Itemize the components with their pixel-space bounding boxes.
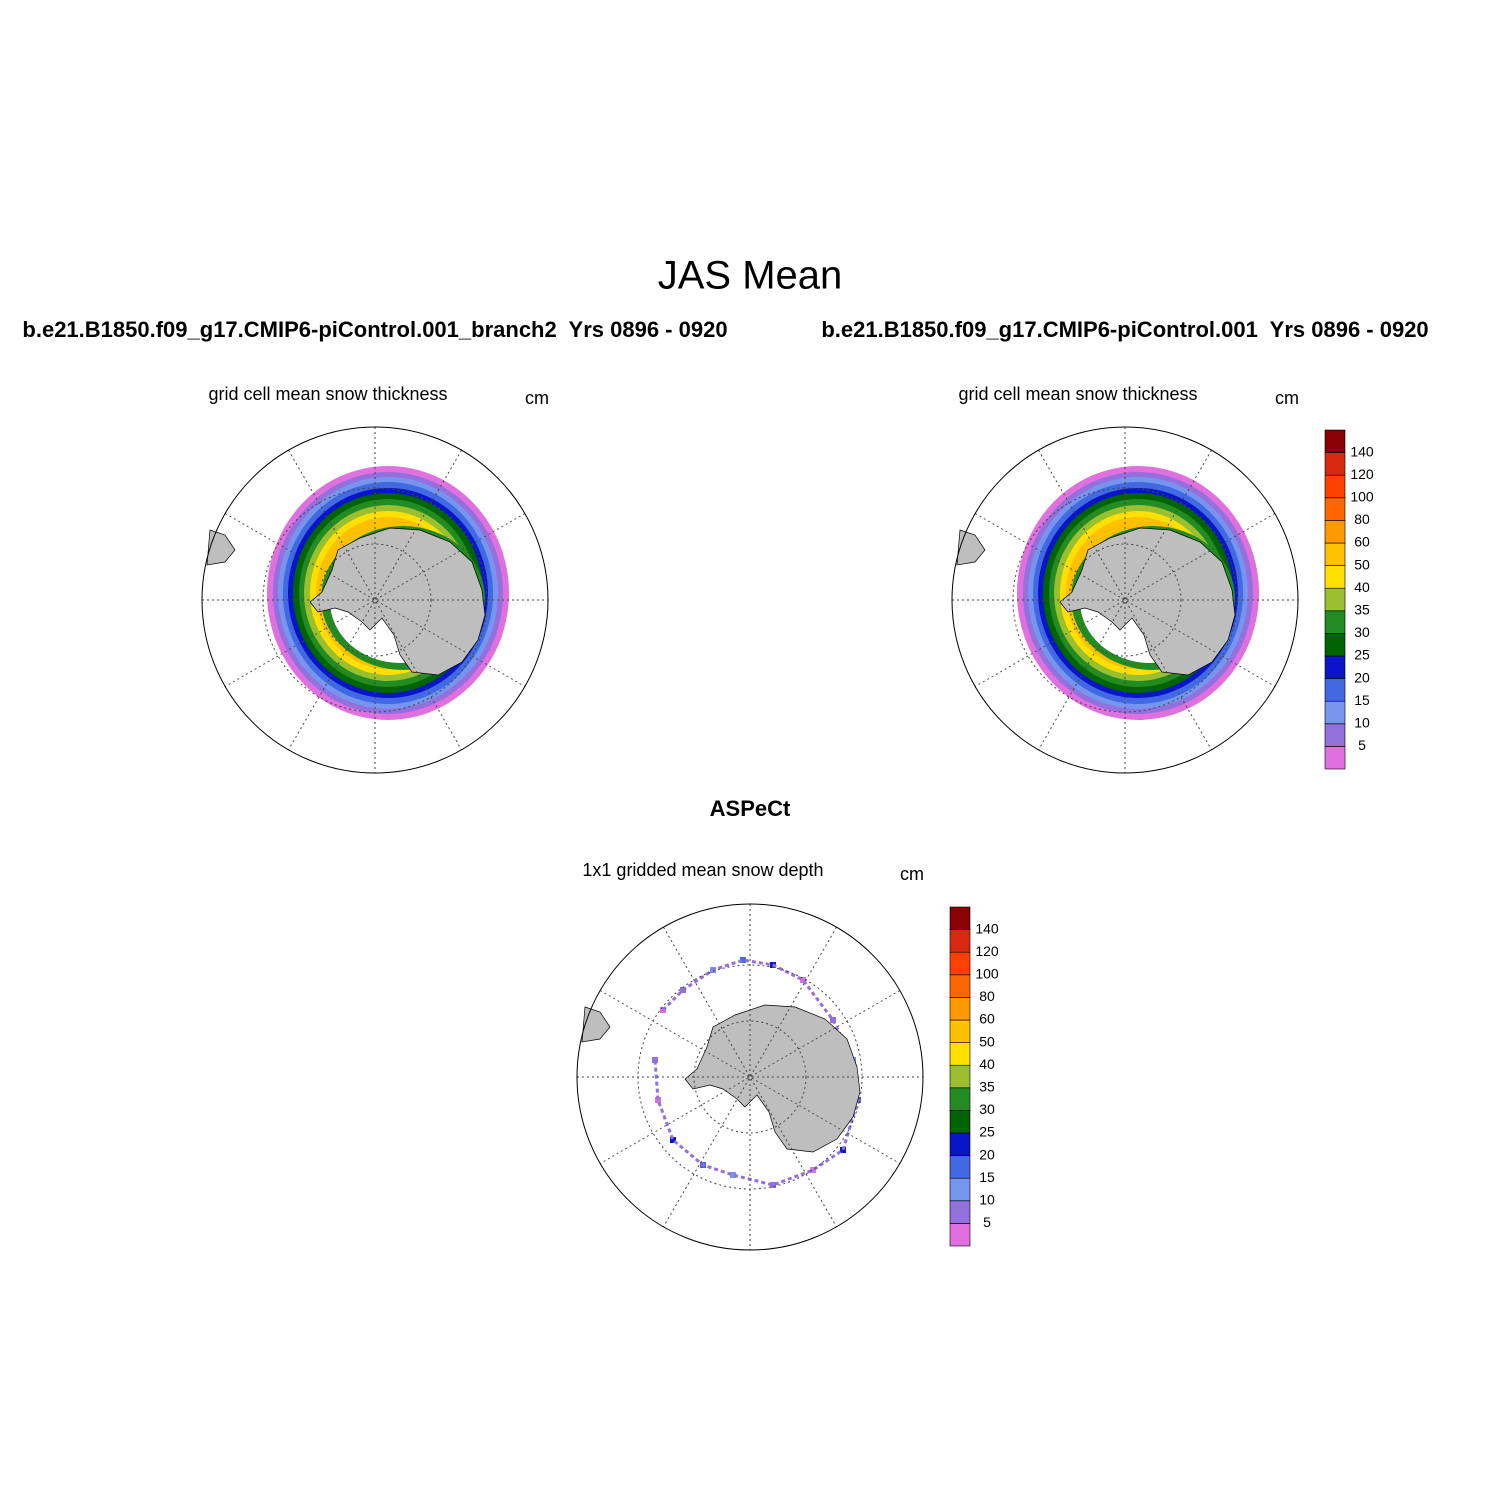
colorbar-box — [949, 1223, 971, 1247]
colorbar-box — [949, 974, 971, 998]
panel-units: cm — [1275, 388, 1299, 408]
map-border — [576, 903, 924, 1251]
panel-case: b.e21.B1850.f09_g17.CMIP6-piControl.001 … — [821, 317, 1428, 342]
colorbar-label: 25 — [1354, 647, 1370, 663]
antarctica — [309, 527, 486, 676]
panel-subtitle: grid cell mean snow thickness — [958, 384, 1197, 404]
colorbar-label: 140 — [1350, 443, 1374, 459]
panel-case: b.e21.B1850.f09_g17.CMIP6-piControl.001_… — [22, 317, 727, 342]
panel-units: cm — [900, 864, 924, 884]
colorbar-label: 20 — [979, 1146, 995, 1162]
polar-map — [951, 426, 1299, 774]
colorbar-box — [949, 929, 971, 953]
colorbar-box — [949, 1042, 971, 1066]
colorbar-box — [1324, 520, 1346, 544]
track-cell — [740, 957, 746, 963]
colorbar-box — [1324, 587, 1346, 612]
south-america — [956, 529, 986, 566]
colorbar-label: 100 — [975, 966, 999, 982]
colorbar-label: 120 — [975, 943, 999, 959]
colorbar-box — [1324, 723, 1346, 747]
colorbar-label: 15 — [979, 1169, 995, 1185]
colorbar-box — [949, 906, 971, 930]
antarctica — [1059, 527, 1236, 676]
colorbar-label: 15 — [1354, 692, 1370, 708]
colorbar-label: 10 — [979, 1192, 995, 1208]
colorbar-box — [949, 1110, 971, 1134]
track-cell — [840, 1147, 846, 1153]
colorbar-box — [1324, 746, 1346, 770]
track-cell — [770, 1182, 776, 1188]
colorbar-box — [1324, 542, 1346, 566]
colorbar-box — [1324, 497, 1346, 521]
map-border — [951, 426, 1299, 774]
colorbar-label: 80 — [979, 988, 995, 1004]
panel-subtitle: grid cell mean snow thickness — [208, 384, 447, 404]
colorbar-label: 100 — [1350, 489, 1374, 505]
colorbar-box — [1324, 429, 1346, 453]
panel-case: ASPeCt — [710, 796, 791, 821]
track-cell — [810, 1167, 816, 1173]
track-cell — [670, 1137, 676, 1143]
map-border — [201, 426, 549, 774]
colorbar-box — [949, 1200, 971, 1224]
colorbar-box — [1324, 633, 1346, 657]
colorbar-label: 5 — [1358, 737, 1366, 753]
colorbar-label: 120 — [1350, 466, 1374, 482]
colorbar-box — [1324, 655, 1346, 679]
colorbar-label: 40 — [979, 1056, 995, 1072]
colorbar-box — [949, 1087, 971, 1111]
colorbar-label: 60 — [979, 1011, 995, 1027]
colorbar-label: 30 — [1354, 624, 1370, 640]
colorbar-label: 40 — [1354, 579, 1370, 595]
colorbar-box — [949, 1132, 971, 1156]
colorbar-box — [1324, 678, 1346, 702]
colorbar-box — [1324, 452, 1346, 476]
south-america — [206, 529, 236, 566]
colorbar-box — [949, 1019, 971, 1043]
colorbar-label: 80 — [1354, 511, 1370, 527]
colorbar-label: 50 — [1354, 556, 1370, 572]
south-america — [581, 1006, 611, 1043]
panel-subtitle: 1x1 gridded mean snow depth — [582, 860, 823, 880]
colorbar-label: 10 — [1354, 715, 1370, 731]
colorbar-label: 20 — [1354, 669, 1370, 685]
colorbar-label: 25 — [979, 1124, 995, 1140]
colorbar-label: 35 — [1354, 602, 1370, 618]
colorbar-label: 35 — [979, 1079, 995, 1095]
antarctica — [684, 1004, 861, 1153]
track-cell — [730, 1172, 736, 1178]
track-cell — [652, 1057, 658, 1063]
colorbar-label: 50 — [979, 1033, 995, 1049]
track-cell — [800, 977, 806, 983]
colorbar-label: 140 — [975, 920, 999, 936]
figure-title: JAS Mean — [658, 254, 843, 298]
track-cell — [830, 1017, 836, 1023]
colorbar-box — [1324, 610, 1346, 634]
colorbar-box — [949, 1177, 971, 1202]
polar-map — [576, 903, 924, 1251]
colorbar-box — [1324, 565, 1346, 589]
colorbar-box — [1324, 700, 1346, 725]
panel-units: cm — [525, 388, 549, 408]
colorbar-label: 30 — [979, 1101, 995, 1117]
colorbar-box — [949, 1155, 971, 1179]
colorbar-box — [949, 997, 971, 1021]
colorbar-box — [949, 951, 971, 976]
colorbar-label: 5 — [983, 1214, 991, 1230]
colorbar-label: 60 — [1354, 534, 1370, 550]
track-cell — [655, 1097, 661, 1103]
colorbar-box — [949, 1064, 971, 1089]
colorbar-box — [1324, 474, 1346, 499]
polar-map — [201, 426, 549, 774]
